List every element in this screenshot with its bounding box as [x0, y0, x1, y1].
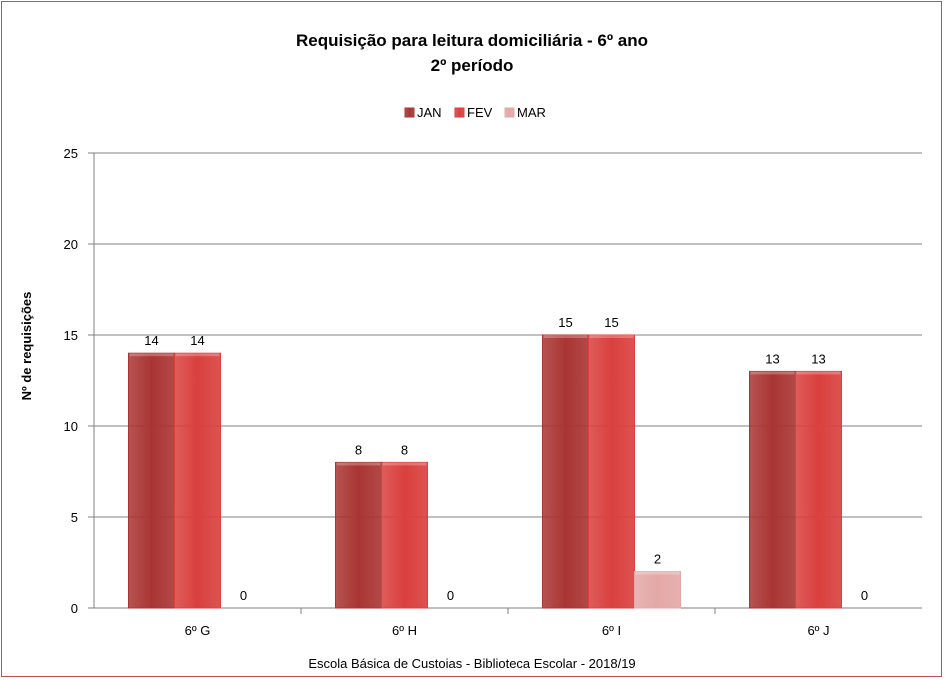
data-label: 0: [240, 588, 247, 603]
chart-subtitle: 2º período: [431, 56, 514, 75]
y-tick-label: 20: [64, 237, 78, 252]
y-tick-label: 15: [64, 328, 78, 343]
bar-jan: [128, 352, 175, 609]
data-label: 2: [654, 552, 661, 567]
data-label: 14: [144, 333, 158, 348]
data-label: 13: [765, 351, 779, 366]
bar-highlight: [589, 335, 634, 338]
y-tick-label: 10: [64, 419, 78, 434]
x-tick-label: 6º I: [602, 623, 621, 638]
y-axis-label: Nº de requisições: [19, 292, 34, 401]
y-tick-label: 25: [64, 146, 78, 161]
x-tick-label: 6º J: [807, 623, 829, 638]
legend-label-mar: MAR: [517, 105, 546, 120]
bar-mar: [634, 571, 681, 609]
legend-swatch-fev: [454, 107, 465, 118]
bar-highlight: [543, 335, 588, 338]
bar-fev: [795, 370, 842, 609]
x-axis-ticks: 6º G 6º H 6º I 6º J: [185, 608, 830, 638]
legend-label-fev: FEV: [467, 105, 493, 120]
data-label: 8: [401, 442, 408, 457]
y-axis-ticks: 0 5 10 15 20 25: [64, 146, 78, 616]
bar-jan: [335, 461, 382, 609]
data-label: 13: [811, 351, 825, 366]
data-label: 15: [558, 315, 572, 330]
bar-fev: [174, 352, 221, 609]
legend-swatch-jan: [404, 107, 415, 118]
legend: JAN FEV MAR: [404, 105, 546, 120]
y-tick-label: 5: [71, 510, 78, 525]
bar-jan: [542, 334, 589, 609]
bar-jan: [749, 370, 796, 609]
bar-highlight: [129, 353, 174, 357]
legend-label-jan: JAN: [417, 105, 442, 120]
legend-swatch-mar: [504, 107, 515, 118]
bar-highlight: [796, 371, 841, 375]
data-label: 14: [190, 333, 204, 348]
bar-highlight: [750, 371, 795, 375]
data-label: 0: [447, 588, 454, 603]
bars: [128, 334, 842, 609]
bar-fev: [588, 334, 635, 609]
x-tick-label: 6º H: [392, 623, 417, 638]
chart-title: Requisição para leitura domiciliária - 6…: [296, 31, 648, 50]
bar-highlight: [635, 571, 680, 575]
bar-highlight: [382, 462, 427, 466]
bar-highlight: [336, 462, 381, 466]
y-tick-label: 0: [71, 601, 78, 616]
x-tick-label: 6º G: [185, 623, 211, 638]
data-labels: 14 14 0 8 8 0 15 15 2 13 13 0: [144, 315, 868, 603]
data-label: 8: [355, 442, 362, 457]
bar-highlight: [175, 353, 220, 357]
data-label: 0: [861, 588, 868, 603]
data-label: 15: [604, 315, 618, 330]
footer-text: Escola Básica de Custoias - Biblioteca E…: [308, 656, 635, 671]
bar-fev: [381, 461, 428, 609]
